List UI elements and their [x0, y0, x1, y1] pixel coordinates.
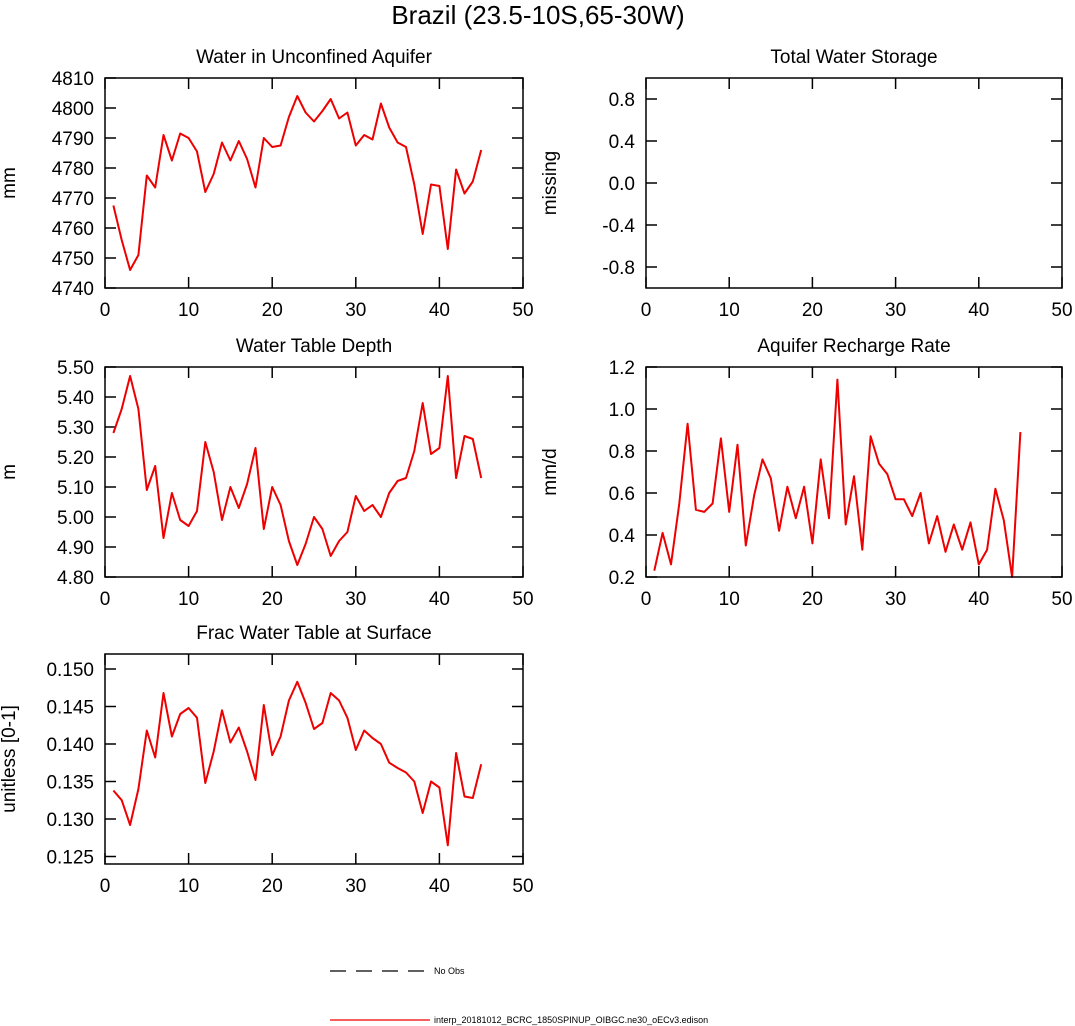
y-tick-label: -0.8 — [602, 258, 635, 279]
x-tick-label: 50 — [512, 589, 533, 610]
plot-frame — [104, 653, 524, 865]
y-tick-label: 4760 — [52, 219, 94, 240]
y-tick-label: 0.4 — [609, 526, 636, 547]
panel-1: Water in Unconfined Aquifer mm 0 10 20 30 40 50… — [0, 47, 534, 321]
y-tick-label: 4.90 — [57, 538, 94, 559]
panel-title: Aquifer Recharge Rate — [757, 336, 950, 357]
y-tick-label: -0.4 — [602, 216, 635, 237]
x-tick-label: 40 — [968, 589, 989, 610]
y-tick-label: 0.135 — [46, 773, 94, 794]
panel-2: Total Water Storage missing 0 10 20 30 40 50 -0.… — [540, 47, 1073, 321]
y-tick-label: 0.140 — [46, 735, 94, 756]
x-tick-label: 50 — [512, 300, 533, 321]
panel-3: Water Table Depth m 0 10 20 30 40 50 4.80 4.90 5.0… — [0, 336, 534, 610]
x-tick-label: 10 — [178, 589, 199, 610]
y-tick-label: 0.6 — [609, 484, 635, 505]
x-tick-label: 30 — [345, 589, 366, 610]
y-tick-label: 0.130 — [46, 810, 94, 831]
panel-title: Total Water Storage — [770, 47, 937, 68]
x-tick-label: 20 — [802, 589, 823, 610]
series-line — [112, 95, 483, 271]
y-tick-label: 5.40 — [57, 388, 94, 409]
y-tick-label: 5.00 — [57, 508, 94, 529]
x-tick-label: 0 — [641, 589, 652, 610]
y-axis-label: mm — [0, 167, 20, 199]
x-tick-label: 30 — [345, 300, 366, 321]
y-axis-label: m — [0, 464, 20, 480]
x-tick-label: 30 — [885, 300, 906, 321]
y-axis-label: unitless [0-1] — [0, 705, 20, 813]
x-tick-label: 40 — [429, 876, 450, 897]
y-tick-label: 0.8 — [609, 442, 635, 463]
y-tick-label: 4790 — [52, 129, 94, 150]
y-tick-label: 4810 — [52, 69, 94, 90]
plot-frame — [104, 77, 524, 289]
y-tick-label: 4750 — [52, 249, 94, 270]
y-tick-label: 4770 — [52, 189, 94, 210]
y-tick-label: 5.50 — [57, 358, 94, 379]
x-tick-label: 10 — [719, 589, 740, 610]
series-line — [112, 375, 483, 566]
y-tick-label: 0.0 — [609, 174, 635, 195]
panel-title: Frac Water Table at Surface — [196, 623, 432, 644]
x-tick-label: 10 — [178, 876, 199, 897]
y-tick-label: 1.0 — [609, 400, 635, 421]
series-line — [112, 680, 483, 847]
x-tick-label: 20 — [262, 876, 283, 897]
x-tick-label: 20 — [262, 589, 283, 610]
y-tick-label: 4740 — [52, 279, 94, 300]
y-axis-label: mm/d — [540, 448, 561, 496]
x-tick-label: 10 — [178, 300, 199, 321]
panel-title: Water Table Depth — [236, 336, 392, 357]
y-tick-label: 0.8 — [609, 90, 635, 111]
plot-frame — [645, 77, 1063, 289]
x-tick-label: 40 — [429, 300, 450, 321]
x-tick-label: 40 — [429, 589, 450, 610]
y-tick-label: 5.10 — [57, 478, 94, 499]
y-tick-label: 4.80 — [57, 568, 94, 589]
legend-obs-label: No Obs — [434, 966, 465, 976]
y-tick-label: 0.145 — [46, 698, 94, 719]
panel-title: Water in Unconfined Aquifer — [196, 47, 433, 68]
panel-4: Aquifer Recharge Rate mm/d 0 10 20 30 40 50 0.2 0… — [540, 336, 1073, 610]
x-tick-label: 30 — [885, 589, 906, 610]
y-tick-label: 0.2 — [609, 568, 635, 589]
y-tick-label: 0.4 — [609, 132, 636, 153]
x-tick-label: 0 — [100, 876, 111, 897]
y-tick-label: 1.2 — [609, 358, 635, 379]
x-tick-label: 0 — [100, 300, 111, 321]
x-tick-label: 0 — [641, 300, 652, 321]
x-tick-label: 10 — [719, 300, 740, 321]
y-tick-label: 5.30 — [57, 418, 94, 439]
x-tick-label: 0 — [100, 589, 111, 610]
y-tick-label: 5.20 — [57, 448, 94, 469]
figure-title: Brazil (23.5-10S,65-30W) — [391, 0, 684, 30]
x-tick-label: 20 — [262, 300, 283, 321]
x-tick-label: 50 — [1051, 300, 1072, 321]
x-tick-label: 50 — [1051, 589, 1072, 610]
y-tick-label: 0.150 — [46, 660, 94, 681]
legend: No Obs interp_20181012_BCRC_1850SPINUP_O… — [330, 966, 708, 1025]
panel-5: Frac Water Table at Surface unitless [0-1… — [0, 623, 534, 897]
y-tick-label: 0.125 — [46, 848, 94, 869]
plot-frame — [645, 366, 1063, 578]
plot-frame — [104, 366, 524, 578]
y-axis-label: missing — [540, 151, 561, 215]
x-tick-label: 50 — [512, 876, 533, 897]
x-tick-label: 30 — [345, 876, 366, 897]
x-tick-label: 20 — [802, 300, 823, 321]
y-tick-label: 4780 — [52, 159, 94, 180]
x-tick-label: 40 — [968, 300, 989, 321]
y-tick-label: 4800 — [52, 99, 94, 120]
series-line — [653, 378, 1022, 578]
legend-model-label: interp_20181012_BCRC_1850SPINUP_OIBGC.ne… — [434, 1015, 708, 1025]
